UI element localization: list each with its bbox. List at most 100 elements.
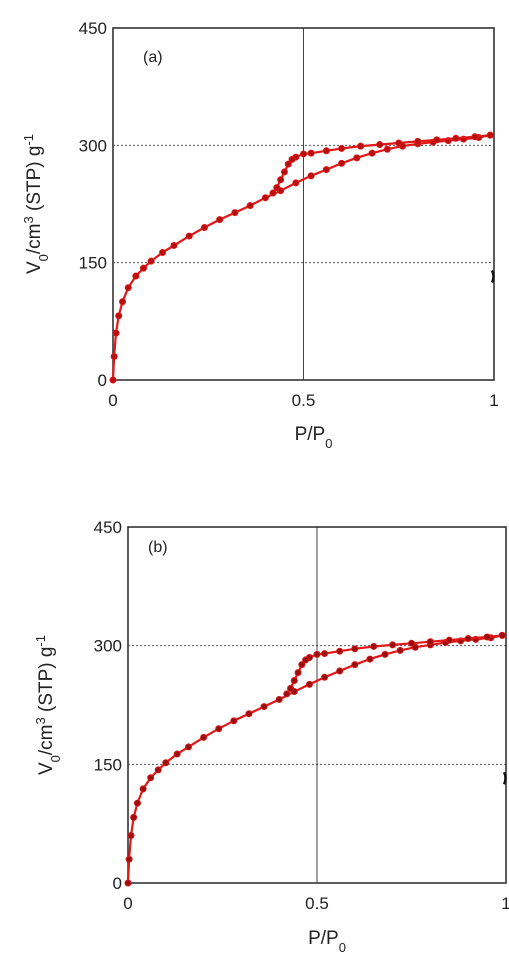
- data-point: [283, 690, 291, 698]
- x-tick-label: 0: [108, 391, 117, 410]
- x-tick-label: 0.5: [292, 391, 316, 410]
- data-point: [338, 144, 346, 152]
- data-point: [357, 142, 365, 150]
- data-point: [302, 656, 310, 664]
- series-line-adsorption: [111, 134, 492, 382]
- y-axis-label: V0/cm3 (STP) g-1: [21, 134, 51, 274]
- data-point: [336, 667, 344, 675]
- data-point: [173, 750, 181, 758]
- data-point: [307, 149, 315, 157]
- data-point: [124, 284, 132, 292]
- data-point: [338, 159, 346, 167]
- data-point: [216, 216, 224, 224]
- data-point: [246, 202, 254, 210]
- y-tick-label: 450: [79, 19, 107, 38]
- y-tick-label: 0: [113, 874, 122, 893]
- data-point: [452, 134, 460, 142]
- data-point: [366, 655, 374, 663]
- data-point: [215, 725, 223, 733]
- data-point: [273, 184, 281, 192]
- data-point: [383, 145, 391, 153]
- data-point: [299, 150, 307, 158]
- data-point: [112, 329, 120, 337]
- data-point: [277, 176, 285, 184]
- data-point: [395, 139, 403, 147]
- data-point: [284, 160, 292, 168]
- data-point: [115, 312, 123, 320]
- data-point: [336, 647, 344, 655]
- data-point: [376, 141, 384, 149]
- data-point: [125, 855, 133, 863]
- plot-frame: [127, 526, 507, 884]
- data-point: [313, 650, 321, 658]
- data-point: [321, 673, 329, 681]
- data-point: [132, 272, 140, 280]
- y-tick-label: 0: [98, 371, 107, 390]
- data-point: [322, 147, 330, 155]
- data-point: [139, 264, 147, 272]
- data-point: [486, 131, 494, 139]
- x-tick-label: 1: [489, 391, 498, 410]
- data-point: [290, 676, 298, 684]
- x-axis-label: P/P0: [295, 424, 333, 451]
- data-point: [353, 154, 361, 162]
- data-point: [154, 766, 162, 774]
- data-point: [147, 774, 155, 782]
- plot-frame: [112, 27, 495, 381]
- data-point: [294, 669, 302, 677]
- edge-mark: [502, 771, 507, 785]
- x-tick-label: 0.5: [305, 894, 329, 913]
- series-line-adsorption: [126, 634, 504, 885]
- data-point: [184, 743, 192, 751]
- data-point: [147, 257, 155, 265]
- chart-panel-b: 0 150 300 450 0 0.5 1 (b) P/P0 V0/cm3 (STP) g-1: [33, 518, 509, 955]
- data-point: [230, 717, 238, 725]
- data-point: [370, 642, 378, 650]
- panel-label: (a): [143, 49, 163, 66]
- chart-panel-a: 0 150 300 450 0 0.5 1 (a) P/P0 V0/cm3 (STP) g-1: [21, 19, 499, 451]
- data-point: [351, 661, 359, 669]
- data-point: [433, 136, 441, 144]
- data-point: [162, 759, 170, 767]
- data-point: [139, 785, 147, 793]
- data-point: [127, 832, 135, 840]
- data-point: [200, 223, 208, 231]
- data-point: [445, 636, 453, 644]
- data-point: [130, 813, 138, 821]
- panel-label: (b): [148, 539, 168, 556]
- y-tick-label: 150: [79, 254, 107, 273]
- data-point: [280, 168, 288, 176]
- y-tick-label: 450: [94, 518, 122, 537]
- data-point: [261, 194, 269, 202]
- data-point: [245, 710, 253, 718]
- data-point: [269, 189, 277, 197]
- data-point: [381, 650, 389, 658]
- data-point: [119, 298, 127, 306]
- data-point: [133, 799, 141, 807]
- x-tick-label: 0: [123, 894, 132, 913]
- data-point: [159, 248, 167, 256]
- data-point: [351, 645, 359, 653]
- data-point: [288, 155, 296, 163]
- data-point: [292, 179, 300, 187]
- y-tick-label: 300: [79, 136, 107, 155]
- y-axis-label: V0/cm3 (STP) g-1: [33, 635, 63, 775]
- data-point: [389, 641, 397, 649]
- data-point: [414, 137, 422, 145]
- data-point: [426, 638, 434, 646]
- y-tick-label: 150: [94, 755, 122, 774]
- data-point: [407, 639, 415, 647]
- data-point: [298, 661, 306, 669]
- data-point: [396, 646, 404, 654]
- data-point: [464, 635, 472, 643]
- data-point: [185, 232, 193, 240]
- data-point: [287, 684, 295, 692]
- data-point: [321, 650, 329, 658]
- data-point: [170, 241, 178, 249]
- data-point: [471, 133, 479, 141]
- x-axis-label: P/P0: [308, 928, 346, 955]
- x-tick-label: 1: [501, 894, 509, 913]
- data-point: [307, 172, 315, 180]
- data-point: [498, 631, 506, 639]
